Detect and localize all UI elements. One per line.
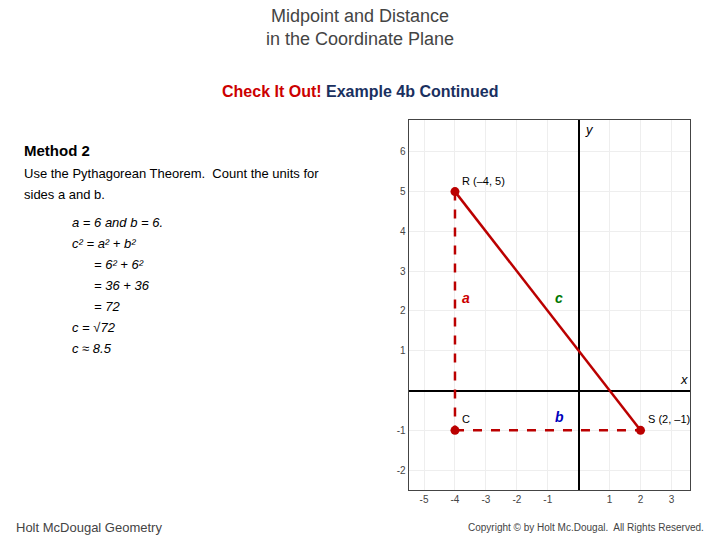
svg-text:c: c <box>555 290 563 306</box>
svg-text:-1: -1 <box>397 425 406 436</box>
svg-text:-2: -2 <box>512 494 521 505</box>
svg-text:= 72: = 72 <box>94 299 120 314</box>
svg-text:Holt McDougal Geometry: Holt McDougal Geometry <box>16 520 162 535</box>
svg-text:c = √72: c = √72 <box>72 320 116 335</box>
svg-text:c² = a² + b²: c² = a² + b² <box>72 236 136 251</box>
svg-text:-2: -2 <box>397 465 406 476</box>
svg-text:a = 6 and b = 6.: a = 6 and b = 6. <box>72 215 163 230</box>
svg-text:3: 3 <box>669 494 675 505</box>
svg-text:Method 2: Method 2 <box>24 142 90 159</box>
svg-text:c ≈ 8.5: c ≈ 8.5 <box>72 341 112 356</box>
svg-text:5: 5 <box>400 186 406 197</box>
svg-text:R (–4, 5): R (–4, 5) <box>462 175 505 187</box>
svg-text:-3: -3 <box>481 494 490 505</box>
svg-text:-4: -4 <box>451 494 460 505</box>
svg-text:4: 4 <box>400 226 406 237</box>
svg-text:2: 2 <box>400 305 406 316</box>
svg-text:b: b <box>555 409 564 425</box>
svg-text:1: 1 <box>400 345 406 356</box>
svg-text:6: 6 <box>400 146 406 157</box>
svg-text:-5: -5 <box>420 494 429 505</box>
svg-text:= 36 + 36: = 36 + 36 <box>94 278 150 293</box>
svg-text:C: C <box>462 413 470 425</box>
svg-text:a: a <box>462 290 470 306</box>
svg-text:1: 1 <box>607 494 613 505</box>
svg-text:Copyright © by Holt Mc.Dougal.: Copyright © by Holt Mc.Dougal. All Right… <box>468 522 704 533</box>
svg-text:Midpoint and Distancein the Co: Midpoint and Distancein the Coordinate P… <box>266 6 454 49</box>
svg-text:2: 2 <box>638 494 644 505</box>
svg-text:sides a and b.: sides a and b. <box>24 187 105 202</box>
svg-text:-1: -1 <box>543 494 552 505</box>
svg-text:Use the Pythagorean Theorem.: Use the Pythagorean Theorem. Count the u… <box>24 166 319 181</box>
svg-text:y: y <box>585 122 594 137</box>
svg-text:= 6² + 6²: = 6² + 6² <box>94 257 144 272</box>
svg-text:x: x <box>680 372 688 387</box>
svg-text:3: 3 <box>400 266 406 277</box>
svg-text:S (2, –1): S (2, –1) <box>648 413 690 425</box>
svg-text:Check It Out! Example 4b Conti: Check It Out! Example 4b Continued <box>222 83 498 100</box>
